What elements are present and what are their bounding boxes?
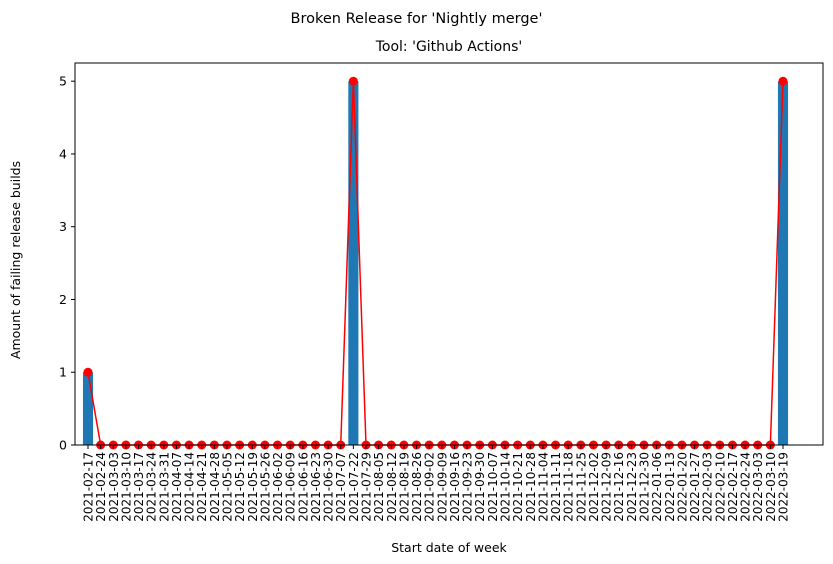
x-tick-label: 2021-11-18	[562, 452, 576, 522]
x-tick-label: 2021-07-22	[347, 452, 361, 522]
x-tick-label: 2021-03-31	[157, 452, 171, 522]
x-tick-label: 2021-12-02	[587, 452, 601, 522]
x-tick-label: 2021-10-28	[524, 452, 538, 522]
x-tick-label: 2021-10-07	[486, 452, 500, 522]
x-tick-label: 2021-04-28	[208, 452, 222, 522]
x-tick-label: 2022-02-10	[713, 452, 727, 522]
x-tick-label: 2021-03-03	[107, 452, 121, 522]
x-tick-label: 2021-10-14	[499, 452, 513, 522]
x-tick-label: 2022-03-03	[751, 452, 765, 522]
x-tick-label: 2021-09-30	[473, 452, 487, 522]
series-line	[87, 81, 784, 446]
data-point	[83, 367, 93, 377]
bar-series	[82, 81, 789, 445]
x-tick-label: 2021-09-09	[435, 452, 449, 522]
x-tick-label: 2022-01-27	[688, 452, 702, 522]
x-tick-label: 2022-02-24	[739, 452, 753, 522]
x-tick-label: 2021-12-23	[625, 452, 639, 522]
x-tick-label: 2021-03-17	[132, 452, 146, 522]
y-tick-label: 5	[59, 74, 67, 89]
x-tick-label: 2022-03-10	[764, 452, 778, 522]
x-tick-label: 2021-05-26	[258, 452, 272, 522]
y-tick-label: 2	[59, 292, 67, 307]
x-tick-label: 2021-06-30	[322, 452, 336, 522]
x-tick-label: 2022-02-17	[726, 452, 740, 522]
x-tick-label: 2021-09-16	[448, 452, 462, 522]
bar	[348, 81, 359, 445]
data-point	[778, 76, 788, 86]
x-tick-label: 2021-03-10	[119, 452, 133, 522]
x-tick-label: 2021-09-02	[423, 452, 437, 522]
x-tick-label: 2022-03-19	[777, 452, 791, 522]
x-tick-label: 2022-01-20	[675, 452, 689, 522]
y-tick-label: 1	[59, 365, 67, 380]
x-tick-label: 2022-01-06	[650, 452, 664, 522]
x-tick-label: 2021-04-14	[183, 452, 197, 522]
x-tick-label: 2021-08-12	[385, 452, 399, 522]
plot-frame	[74, 62, 824, 446]
x-tick-label: 2021-11-04	[536, 452, 550, 522]
line-series	[83, 76, 788, 450]
x-tick-label: 2021-10-21	[511, 452, 525, 522]
x-tick-label: 2022-01-13	[663, 452, 677, 522]
x-tick-label: 2021-05-05	[221, 452, 235, 522]
x-tick-label: 2021-12-30	[638, 452, 652, 522]
x-tick-label: 2021-05-19	[246, 452, 260, 522]
x-tick-label: 2021-12-16	[612, 452, 626, 522]
x-tick-label: 2021-11-11	[549, 452, 563, 522]
x-tick-label: 2021-08-05	[372, 452, 386, 522]
x-tick-label: 2021-07-07	[334, 452, 348, 522]
x-tick-label: 2021-11-25	[574, 452, 588, 522]
x-tick-label: 2022-02-03	[701, 452, 715, 522]
x-tick-label: 2021-07-29	[360, 452, 374, 522]
bar	[82, 372, 94, 445]
x-tick-label: 2021-04-21	[195, 452, 209, 522]
x-tick-label: 2021-05-12	[233, 452, 247, 522]
x-tick-label: 2021-02-17	[82, 452, 96, 522]
x-tick-label: 2021-12-09	[600, 452, 614, 522]
x-tick-label: 2021-06-09	[284, 452, 298, 522]
chart-subtitle: Tool: 'Github Actions'	[375, 39, 523, 55]
y-axis-label: Amount of failing release builds	[8, 161, 23, 359]
x-tick-label: 2021-06-02	[271, 452, 285, 522]
axes: 0123452021-02-172021-02-242021-03-032021…	[59, 62, 824, 522]
x-tick-label: 2021-02-24	[94, 452, 108, 522]
x-axis-label: Start date of week	[391, 540, 507, 555]
y-tick-label: 0	[59, 438, 67, 453]
x-tick-label: 2021-09-23	[461, 452, 475, 522]
x-tick-label: 2021-08-19	[397, 452, 411, 522]
chart-title: Broken Release for 'Nightly merge'	[291, 11, 543, 27]
bar	[777, 81, 789, 445]
x-tick-label: 2021-06-16	[296, 452, 310, 522]
x-tick-label: 2021-06-23	[309, 452, 323, 522]
y-tick-label: 3	[59, 219, 67, 234]
x-tick-label: 2021-08-26	[410, 452, 424, 522]
y-tick-label: 4	[59, 146, 67, 161]
x-tick-label: 2021-03-24	[145, 452, 159, 522]
data-point	[348, 76, 358, 86]
x-tick-label: 2021-04-07	[170, 452, 184, 522]
